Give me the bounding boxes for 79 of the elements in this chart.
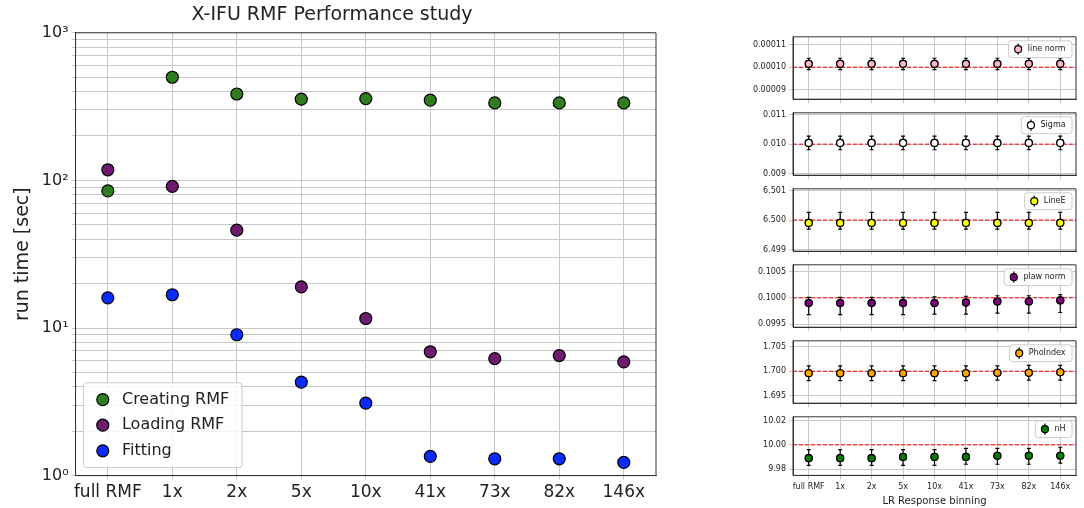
x-tick-label: 1x <box>835 482 846 492</box>
point <box>423 449 437 463</box>
point <box>294 92 308 106</box>
y-tick-label: 0.009 <box>763 168 786 178</box>
point <box>359 396 373 410</box>
point <box>552 349 566 363</box>
point <box>488 96 502 110</box>
x-tick-label: 10x <box>927 482 943 492</box>
x-tick-label: 82x <box>1021 482 1037 492</box>
x-tick-label: full RMF <box>792 482 826 492</box>
legend-label: plaw norm <box>1023 272 1066 282</box>
point <box>423 93 437 107</box>
point <box>165 288 179 302</box>
point <box>101 184 115 198</box>
y-tick-label: 10⁰ <box>41 464 69 484</box>
point <box>617 96 631 110</box>
point <box>294 375 308 389</box>
point <box>101 291 115 305</box>
point <box>101 163 115 177</box>
point <box>552 96 566 110</box>
legend-label: line norm <box>1027 44 1066 54</box>
x-tick-label: 73x <box>478 481 511 502</box>
legend-label: Sigma <box>1040 120 1066 130</box>
x-tick-label: 41x <box>414 481 447 502</box>
y-tick-label: 0.1005 <box>758 266 786 276</box>
y-tick-label: 10¹ <box>41 317 69 337</box>
y-axis-title: run time [sec] <box>10 187 33 322</box>
x-tick-label: 146x <box>1050 482 1071 492</box>
y-tick-label: 0.1000 <box>758 292 786 302</box>
legend-label: Fitting <box>121 439 172 459</box>
x-tick-label: 73x <box>989 482 1006 492</box>
legend-label: Creating RMF <box>121 388 230 408</box>
x-tick-label: 2x <box>866 482 877 492</box>
y-tick-label: 0.00011 <box>752 39 786 49</box>
x-tick-label: 5x <box>898 482 909 492</box>
point <box>230 328 244 342</box>
x-tick-label: 146x <box>602 481 646 502</box>
legend-label: PhoIndex <box>1028 348 1066 358</box>
y-tick-label: 6.500 <box>763 215 786 225</box>
x-tick-label: 2x <box>226 481 248 502</box>
x-tick-label: 1x <box>161 481 183 502</box>
point <box>359 311 373 326</box>
y-tick-label: 0.0995 <box>758 319 786 329</box>
y-tick-label: 1.695 <box>763 390 786 400</box>
point <box>230 87 244 101</box>
point <box>488 352 502 366</box>
y-tick-label: 10.02 <box>763 415 786 425</box>
point <box>165 179 179 194</box>
x-axis-title: LR Response binning <box>882 494 987 506</box>
legend-label: LineE <box>1043 196 1066 206</box>
x-tick-label: full RMF <box>73 481 142 502</box>
y-tick-label: 9.98 <box>768 464 786 474</box>
y-tick-label: 0.011 <box>763 109 786 119</box>
y-tick-label: 0.00010 <box>752 62 786 72</box>
point <box>423 345 437 359</box>
y-tick-label: 10² <box>41 169 69 189</box>
y-tick-label: 0.00009 <box>752 84 786 94</box>
y-tick-label: 0.010 <box>763 139 786 149</box>
x-tick-label: 82x <box>543 481 576 502</box>
x-tick-label: 5x <box>290 481 312 502</box>
point <box>294 280 308 294</box>
point <box>488 452 502 466</box>
x-tick-label: 41x <box>958 482 974 492</box>
y-tick-label: 10³ <box>41 21 69 41</box>
point <box>617 455 631 469</box>
y-tick-label: 1.705 <box>763 341 786 351</box>
y-tick-label: 10.00 <box>763 439 786 449</box>
point <box>617 355 631 369</box>
legend-label: nH <box>1054 424 1066 434</box>
point <box>230 223 244 237</box>
point <box>552 452 566 466</box>
y-tick-label: 1.700 <box>763 366 786 376</box>
legend-label: Loading RMF <box>121 414 225 434</box>
point <box>359 92 373 106</box>
point <box>165 70 179 84</box>
y-tick-label: 6.501 <box>763 185 786 195</box>
x-tick-label: 10x <box>349 481 382 502</box>
y-tick-label: 6.499 <box>763 244 786 254</box>
chart-title: X-IFU RMF Performance study <box>191 2 473 25</box>
